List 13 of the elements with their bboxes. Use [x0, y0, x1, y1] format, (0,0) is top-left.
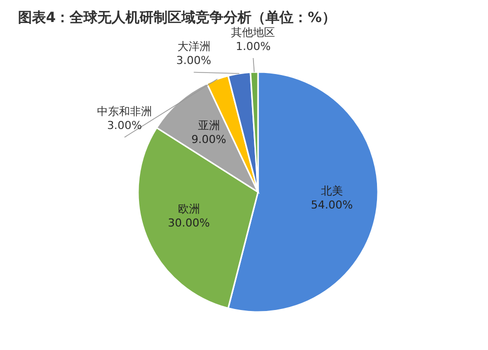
chart-title: 图表4：全球无人机研制区域竞争分析（单位：%）	[18, 9, 336, 26]
slice-label: 其他地区	[231, 26, 276, 40]
data-label: 1.00%	[236, 40, 271, 54]
data-label: 30.00%	[168, 216, 210, 230]
data-label: 3.00%	[176, 54, 212, 68]
data-label: 9.00%	[191, 133, 226, 146]
data-label: 3.00%	[107, 119, 142, 132]
slice-label: 亚洲	[198, 119, 220, 132]
slice-label: 大洋洲	[177, 40, 210, 54]
slice-label: 中东和非洲	[97, 105, 152, 118]
slice-label: 欧洲	[178, 202, 200, 216]
data-label: 54.00%	[310, 198, 353, 212]
slice-label: 北美	[320, 184, 343, 198]
